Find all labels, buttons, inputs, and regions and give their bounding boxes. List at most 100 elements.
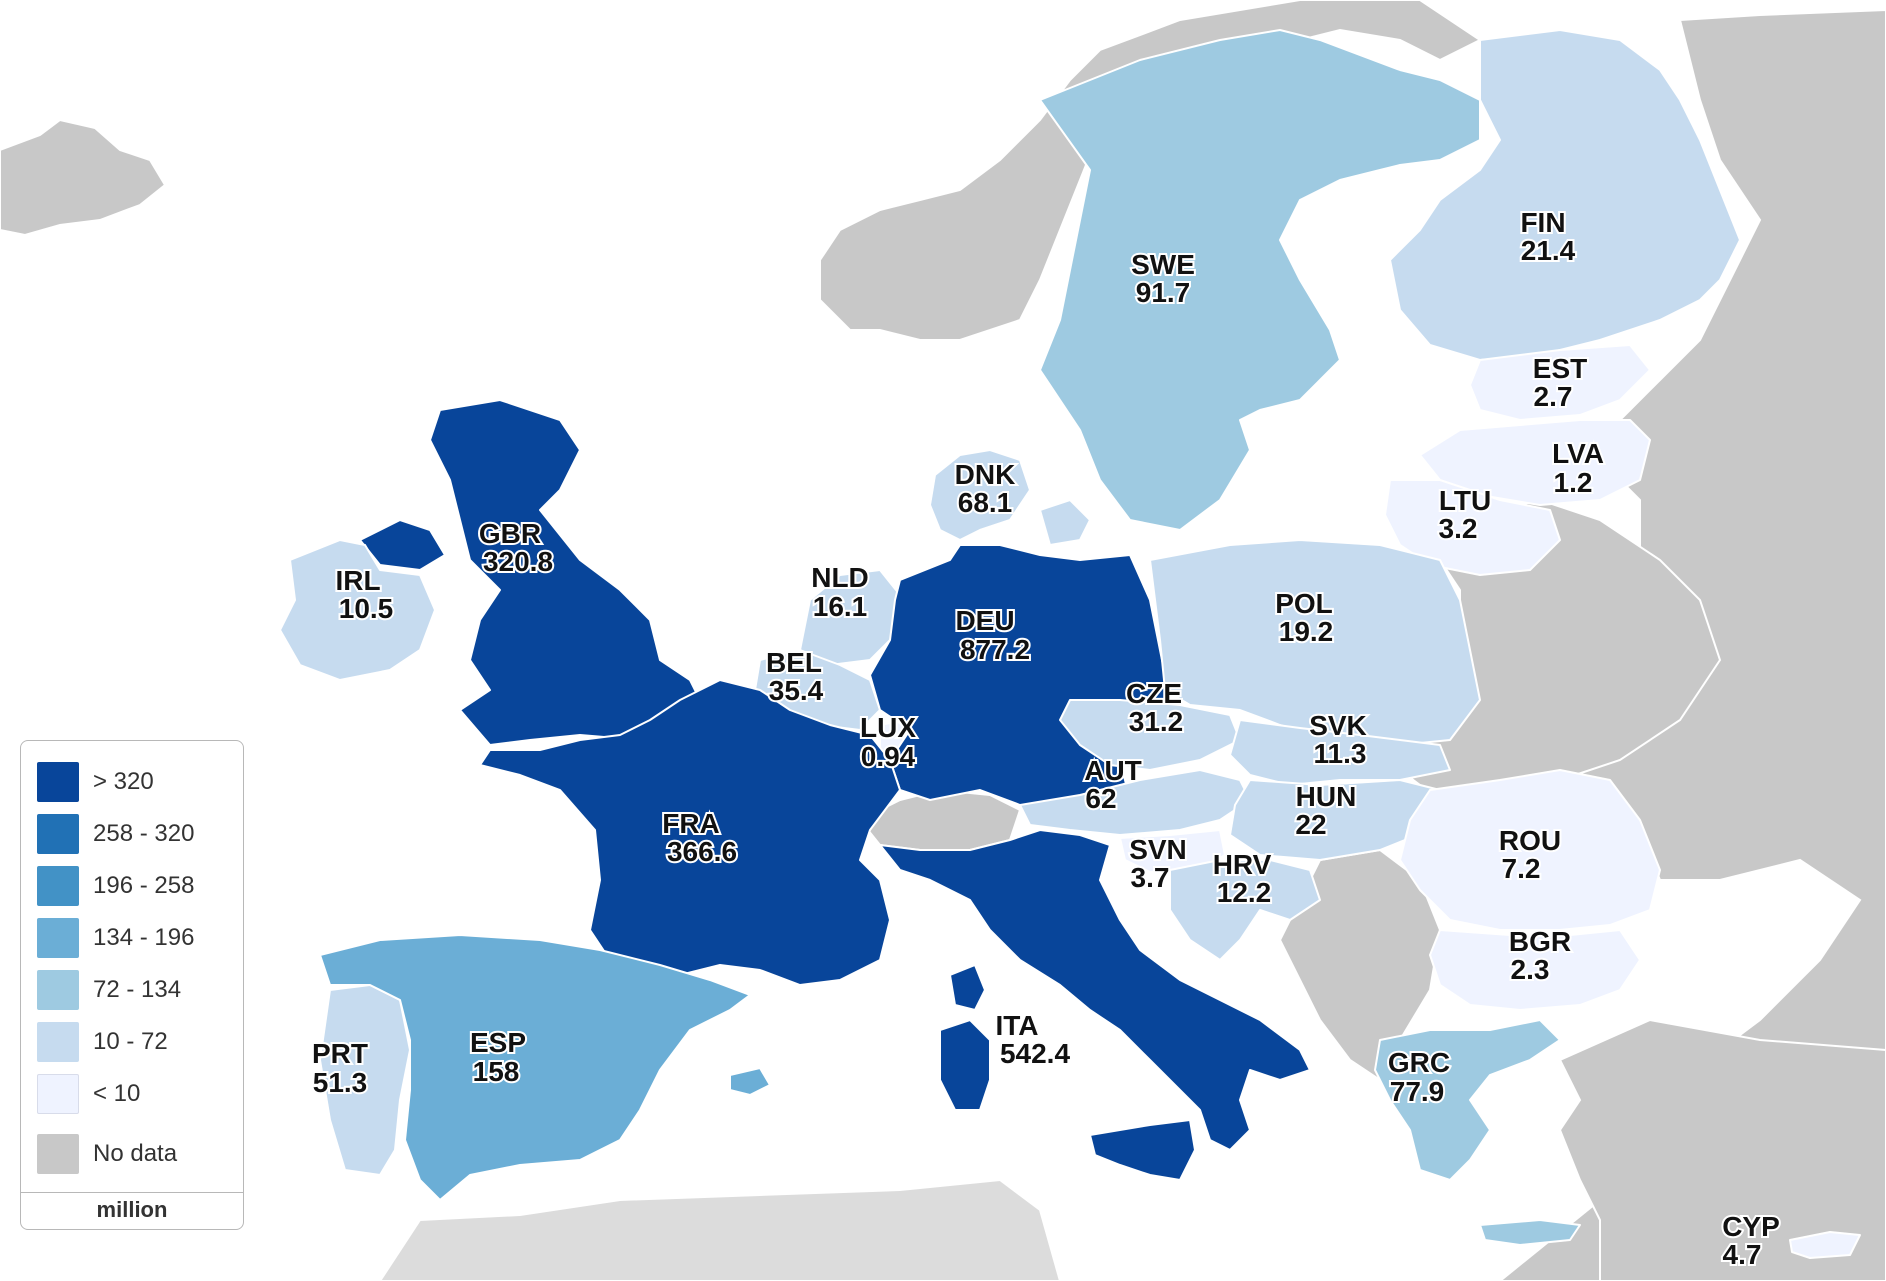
label-cze-value: 31.2 <box>1129 706 1184 737</box>
label-fra-value: 366.6 <box>667 836 737 867</box>
legend-label: < 10 <box>93 1080 141 1107</box>
country-irl[interactable] <box>279 539 436 681</box>
iceland-region <box>0 118 167 237</box>
legend-swatch <box>37 918 79 958</box>
label-deu-value: 877.2 <box>960 634 1030 665</box>
label-bgr-code: BGR <box>1509 926 1571 957</box>
country-ita[interactable] <box>879 829 1311 1151</box>
country-grc-crete[interactable] <box>1479 1219 1581 1246</box>
country-cyp[interactable] <box>1789 1231 1861 1259</box>
country-dnk[interactable] <box>929 449 1031 541</box>
country-swe[interactable] <box>1039 29 1481 531</box>
legend-item-72-134: 72 - 134 <box>37 970 181 1010</box>
label-svn-code: SVN <box>1129 834 1187 865</box>
country-esp[interactable] <box>319 934 751 1201</box>
country-labels: SWE 91.7 FIN 21.4 EST 2.7 LVA 1.2 LTU 3.… <box>310 205 1782 1272</box>
label-cze-code: CZE <box>1126 678 1182 709</box>
label-lux-value: 0.94 <box>861 741 916 772</box>
label-grc-value: 77.9 <box>1390 1076 1445 1107</box>
label-fin-value: 21.4 <box>1521 235 1576 266</box>
label-cyp-code: CYP <box>1722 1211 1780 1242</box>
label-svn-value: 3.7 <box>1131 862 1170 893</box>
legend-label: No data <box>93 1140 178 1167</box>
label-svk-code: SVK <box>1309 710 1367 741</box>
country-dnk-islands[interactable] <box>1039 499 1091 546</box>
label-est-code: EST <box>1533 353 1587 384</box>
country-cze[interactable] <box>1059 699 1241 771</box>
label-lux-code: LUX <box>860 712 916 743</box>
legend-item-lt10: < 10 <box>37 1074 140 1114</box>
legend-swatch <box>37 970 79 1010</box>
label-hrv-value: 12.2 <box>1217 877 1272 908</box>
label-aut-code: AUT <box>1084 755 1142 786</box>
legend-swatch <box>37 866 79 906</box>
label-nld-value: 16.1 <box>813 591 868 622</box>
legend-swatch <box>37 762 79 802</box>
legend-item-10-72: 10 - 72 <box>37 1022 168 1062</box>
legend-item-gt320: > 320 <box>37 762 154 802</box>
country-ltu[interactable] <box>1384 479 1561 576</box>
norway-region <box>819 0 1482 341</box>
turkey-region <box>1558 1018 1886 1281</box>
country-bgr[interactable] <box>1429 929 1641 1011</box>
north-africa-region <box>378 1178 1062 1281</box>
legend-item-258-320: 258 - 320 <box>37 814 194 854</box>
country-rou[interactable] <box>1399 769 1661 931</box>
label-ita-code: ITA <box>995 1010 1038 1041</box>
label-gbr-value: 320.8 <box>483 546 553 577</box>
legend-swatch <box>37 1074 79 1114</box>
legend-swatch <box>37 1022 79 1062</box>
legend-unit: million <box>21 1192 243 1229</box>
country-grc[interactable] <box>1374 1019 1561 1181</box>
label-pol-code: POL <box>1275 588 1333 619</box>
label-ltu-value: 3.2 <box>1439 513 1478 544</box>
label-pol-value: 19.2 <box>1279 616 1334 647</box>
label-fin-code: FIN <box>1520 207 1565 238</box>
label-esp-value: 158 <box>473 1056 520 1087</box>
legend-label: 196 - 258 <box>93 872 195 899</box>
legend-swatch <box>37 1134 79 1174</box>
label-grc-code: GRC <box>1388 1047 1450 1078</box>
country-esp-balearic[interactable] <box>729 1067 771 1096</box>
country-corsica[interactable] <box>949 964 986 1011</box>
label-prt-code: PRT <box>312 1038 368 1069</box>
country-ita-sicily[interactable] <box>1089 1119 1196 1181</box>
label-ita-value: 542.4 <box>1000 1038 1070 1069</box>
legend-label: 258 - 320 <box>93 820 195 847</box>
country-lva[interactable] <box>1419 419 1651 506</box>
country-pol[interactable] <box>1149 539 1481 746</box>
label-aut-value: 62 <box>1085 783 1116 814</box>
label-ltu-code: LTU <box>1439 485 1491 516</box>
label-hun-value: 22 <box>1295 809 1326 840</box>
country-hun[interactable] <box>1229 779 1441 861</box>
label-lva-code: LVA <box>1552 438 1604 469</box>
label-deu-code: DEU <box>955 605 1014 636</box>
country-est[interactable] <box>1469 344 1651 421</box>
legend-item-134-196: 134 - 196 <box>37 918 194 958</box>
country-hrv[interactable] <box>1169 859 1321 961</box>
country-gbr-northern-ireland[interactable] <box>359 519 446 571</box>
label-hun-code: HUN <box>1296 781 1357 812</box>
legend-item-nodata: No data <box>37 1134 177 1174</box>
country-ita-sardinia[interactable] <box>939 1019 991 1111</box>
legend-label: 72 - 134 <box>93 976 182 1003</box>
label-prt-value: 51.3 <box>313 1067 368 1098</box>
label-dnk-code: DNK <box>955 459 1016 490</box>
country-fra[interactable] <box>479 679 901 986</box>
legend-label: 134 - 196 <box>93 924 195 951</box>
label-nld-code: NLD <box>811 562 869 593</box>
label-irl-code: IRL <box>335 565 380 596</box>
label-bel-value: 35.4 <box>769 675 824 706</box>
label-est-value: 2.7 <box>1534 381 1573 412</box>
label-irl-value: 10.5 <box>339 593 394 624</box>
label-bgr-value: 2.3 <box>1511 954 1550 985</box>
map-legend: > 320 258 - 320 196 - 258 134 - 196 72 -… <box>20 740 244 1230</box>
legend-item-196-258: 196 - 258 <box>37 866 194 906</box>
country-fin[interactable] <box>1389 29 1741 361</box>
label-dnk-value: 68.1 <box>958 487 1013 518</box>
label-rou-code: ROU <box>1499 825 1561 856</box>
label-swe-code: SWE <box>1131 249 1195 280</box>
label-hrv-code: HRV <box>1213 849 1272 880</box>
label-cyp-value: 4.7 <box>1723 1239 1762 1270</box>
